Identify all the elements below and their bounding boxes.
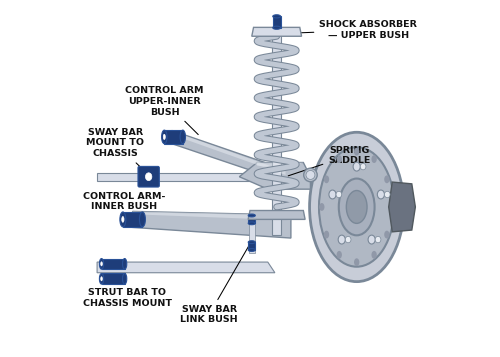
Ellipse shape bbox=[319, 147, 394, 267]
Ellipse shape bbox=[372, 251, 377, 259]
Text: SHOCK ABSORBER
— UPPER BUSH: SHOCK ABSORBER — UPPER BUSH bbox=[288, 20, 417, 40]
Ellipse shape bbox=[248, 222, 256, 225]
Ellipse shape bbox=[273, 26, 280, 29]
Ellipse shape bbox=[248, 241, 256, 243]
Ellipse shape bbox=[140, 212, 145, 227]
Ellipse shape bbox=[273, 15, 280, 18]
Ellipse shape bbox=[100, 262, 102, 266]
Polygon shape bbox=[164, 130, 183, 144]
Polygon shape bbox=[102, 273, 124, 284]
Polygon shape bbox=[97, 173, 257, 181]
Polygon shape bbox=[248, 211, 305, 220]
Ellipse shape bbox=[353, 162, 360, 171]
Polygon shape bbox=[176, 132, 286, 175]
Ellipse shape bbox=[375, 236, 381, 243]
Text: STRUT BAR TO
CHASSIS MOUNT: STRUT BAR TO CHASSIS MOUNT bbox=[83, 278, 172, 307]
Ellipse shape bbox=[304, 168, 317, 182]
Ellipse shape bbox=[122, 217, 124, 222]
Ellipse shape bbox=[384, 191, 390, 198]
Polygon shape bbox=[102, 258, 124, 269]
Ellipse shape bbox=[360, 164, 366, 170]
Ellipse shape bbox=[122, 258, 127, 269]
Ellipse shape bbox=[372, 155, 377, 163]
Polygon shape bbox=[272, 29, 281, 235]
Ellipse shape bbox=[164, 134, 166, 140]
Text: CONTROL ARM-
INNER BUSH: CONTROL ARM- INNER BUSH bbox=[83, 192, 165, 217]
Ellipse shape bbox=[329, 190, 336, 199]
Ellipse shape bbox=[180, 130, 186, 144]
Ellipse shape bbox=[346, 236, 351, 243]
Ellipse shape bbox=[248, 214, 256, 217]
Ellipse shape bbox=[354, 258, 360, 266]
Polygon shape bbox=[248, 216, 256, 223]
Ellipse shape bbox=[378, 190, 384, 199]
Ellipse shape bbox=[384, 175, 390, 183]
Ellipse shape bbox=[336, 191, 342, 198]
Ellipse shape bbox=[384, 231, 390, 238]
Ellipse shape bbox=[324, 175, 329, 183]
Ellipse shape bbox=[324, 231, 329, 238]
Ellipse shape bbox=[100, 277, 102, 281]
Text: SPRING
SADDLE: SPRING SADDLE bbox=[288, 146, 370, 176]
Polygon shape bbox=[132, 211, 291, 238]
Polygon shape bbox=[388, 182, 415, 232]
Polygon shape bbox=[240, 162, 310, 189]
Ellipse shape bbox=[338, 235, 345, 244]
Polygon shape bbox=[257, 162, 304, 166]
Polygon shape bbox=[273, 16, 280, 28]
Ellipse shape bbox=[319, 203, 324, 211]
Ellipse shape bbox=[248, 248, 256, 251]
Polygon shape bbox=[97, 262, 275, 273]
Text: SWAY BAR
MOUNT TO
CHASSIS: SWAY BAR MOUNT TO CHASSIS bbox=[86, 128, 148, 175]
Text: CONTROL ARM
UPPER-INNER
BUSH: CONTROL ARM UPPER-INNER BUSH bbox=[126, 86, 204, 135]
Ellipse shape bbox=[389, 203, 394, 211]
Polygon shape bbox=[132, 211, 291, 220]
Ellipse shape bbox=[336, 155, 342, 163]
Ellipse shape bbox=[306, 171, 315, 179]
Ellipse shape bbox=[346, 191, 367, 223]
Polygon shape bbox=[172, 131, 291, 182]
Ellipse shape bbox=[310, 132, 404, 282]
Ellipse shape bbox=[339, 178, 374, 235]
Polygon shape bbox=[123, 212, 142, 227]
Polygon shape bbox=[252, 27, 302, 36]
Ellipse shape bbox=[336, 251, 342, 259]
Ellipse shape bbox=[146, 173, 152, 181]
Ellipse shape bbox=[368, 235, 375, 244]
Polygon shape bbox=[248, 242, 256, 250]
Ellipse shape bbox=[120, 212, 126, 227]
Polygon shape bbox=[249, 214, 254, 253]
Ellipse shape bbox=[354, 148, 360, 156]
FancyBboxPatch shape bbox=[138, 166, 160, 187]
Ellipse shape bbox=[100, 258, 103, 269]
Text: SWAY BAR
LINK BUSH: SWAY BAR LINK BUSH bbox=[180, 243, 250, 325]
Ellipse shape bbox=[162, 130, 167, 144]
Ellipse shape bbox=[122, 273, 127, 284]
Ellipse shape bbox=[100, 273, 103, 284]
